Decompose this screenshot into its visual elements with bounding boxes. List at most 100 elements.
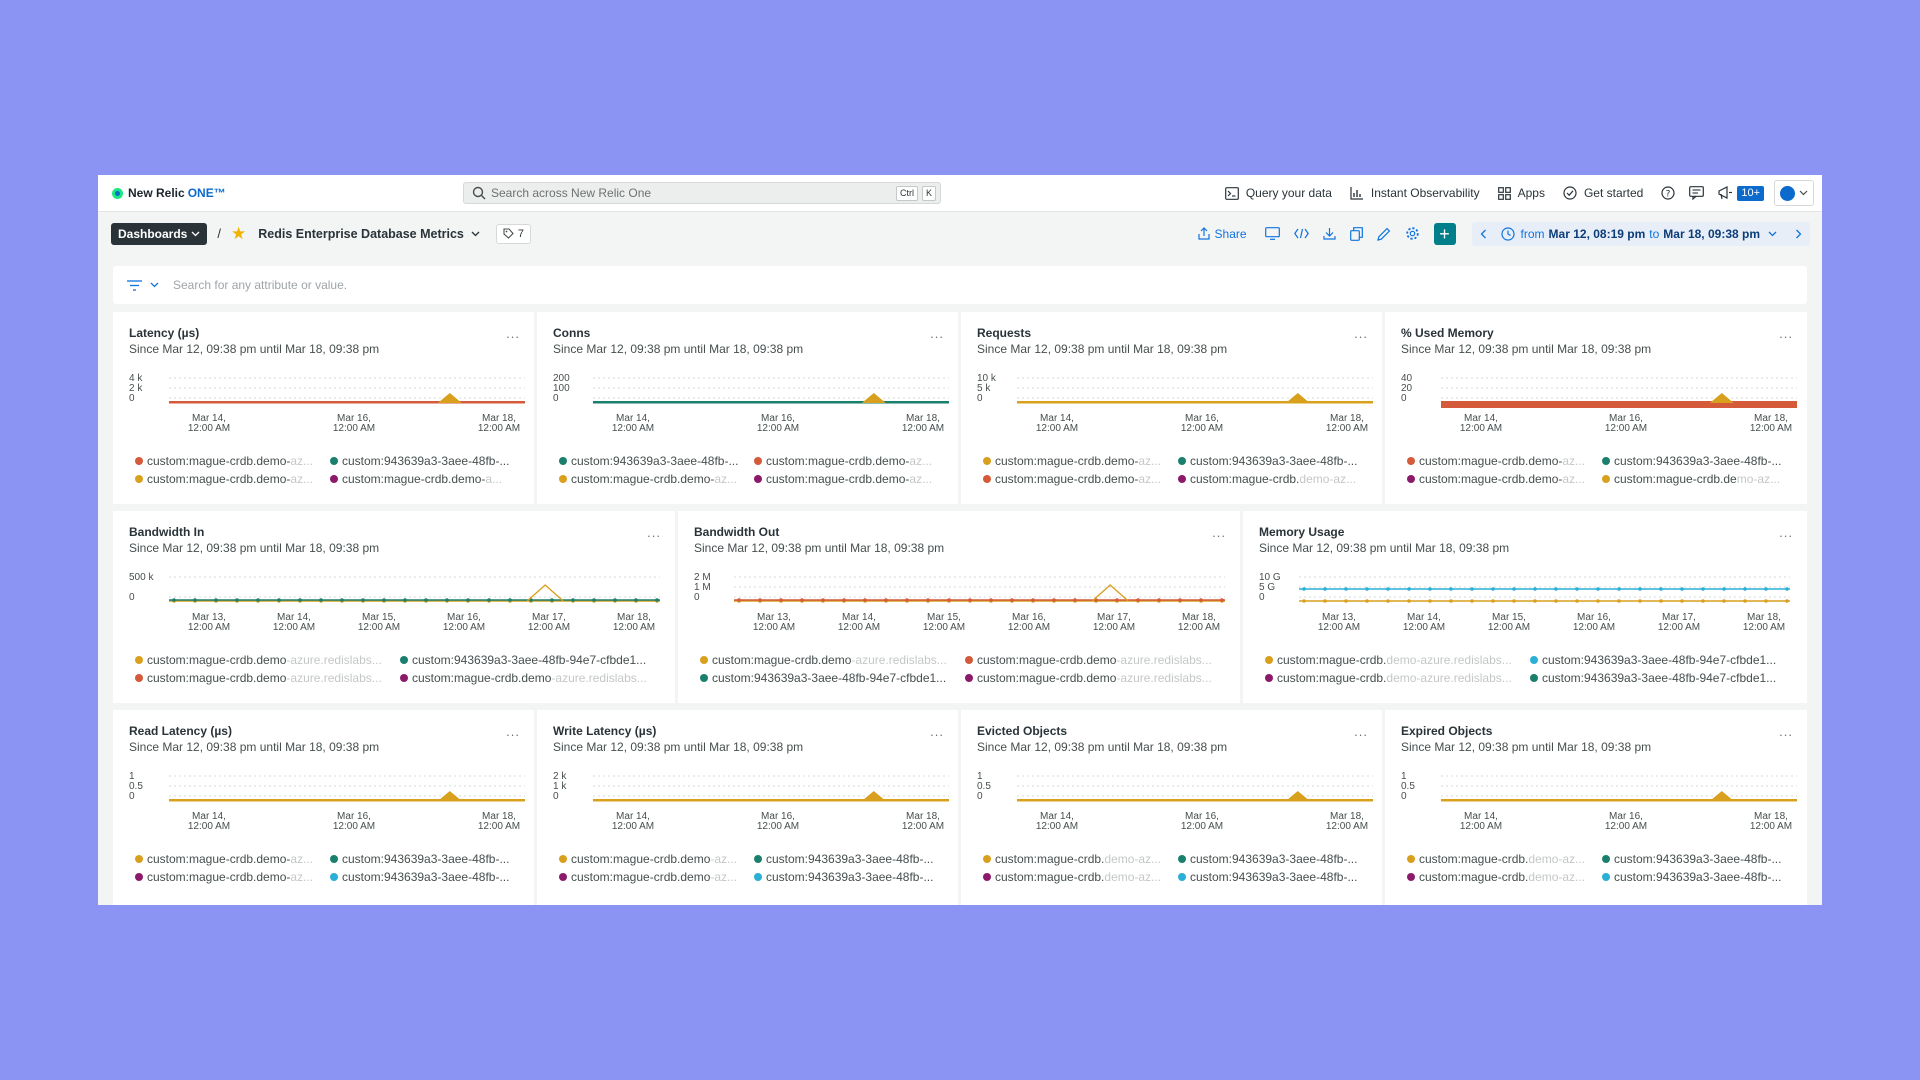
widget-menu-button[interactable]: ... — [506, 724, 520, 739]
filter-bar[interactable]: Search for any attribute or value. — [113, 266, 1807, 304]
legend-item[interactable]: custom:943639a3-3aee-48fb-... — [330, 870, 509, 884]
get-started-label: Get started — [1583, 186, 1644, 200]
time-picker[interactable]: from Mar 12, 08:19 pm to Mar 18, 09:38 p… — [1471, 221, 1810, 246]
legend-item[interactable]: custom:943639a3-3aee-48fb-94e7-cfbde1... — [1530, 653, 1776, 667]
widget-write-latency[interactable]: Write Latency (µs) Since Mar 12, 09:38 pm… — [537, 710, 958, 905]
legend-item[interactable]: custom:943639a3-3aee-48fb-... — [1602, 454, 1781, 468]
chevron-down-icon[interactable] — [150, 282, 159, 288]
legend-item[interactable]: custom:mague-crdb.demo-az... — [559, 852, 737, 866]
download-button[interactable] — [1322, 227, 1336, 240]
new-relic-logo[interactable]: New Relic ONE™ — [112, 186, 226, 200]
legend-item[interactable]: custom:mague-crdb.demo-az... — [1178, 472, 1356, 486]
feedback-button[interactable] — [1689, 186, 1705, 200]
widget-menu-button[interactable]: ... — [1354, 326, 1368, 341]
widget-menu-button[interactable]: ... — [930, 326, 944, 341]
legend-item[interactable]: custom:mague-crdb.demo-az... — [135, 454, 313, 468]
legend-item[interactable]: custom:mague-crdb.demo-azure.redislabs..… — [965, 671, 1212, 685]
announcements-button[interactable]: 10+ — [1718, 185, 1764, 201]
widget-menu-button[interactable]: ... — [1354, 724, 1368, 739]
legend-item[interactable]: custom:mague-crdb.demo-az... — [559, 870, 737, 884]
legend-item[interactable]: custom:mague-crdb.demo-azure.redislabs..… — [1265, 653, 1512, 667]
edit-button[interactable] — [1376, 227, 1391, 241]
widget-expired-objects[interactable]: Expired Objects Since Mar 12, 09:38 pm un… — [1385, 710, 1807, 905]
legend-item[interactable]: custom:mague-crdb.demo-az... — [1602, 472, 1780, 486]
legend-item[interactable]: custom:943639a3-3aee-48fb-... — [1178, 454, 1357, 468]
legend-item[interactable]: custom:943639a3-3aee-48fb-94e7-cfbde1... — [700, 671, 946, 685]
legend-item[interactable]: custom:943639a3-3aee-48fb-... — [1602, 870, 1781, 884]
legend-item[interactable]: custom:943639a3-3aee-48fb-94e7-cfbde1... — [1530, 671, 1776, 685]
legend-item[interactable]: custom:943639a3-3aee-48fb-... — [754, 870, 933, 884]
x-tick-label: Mar 13, 12:00 AM — [188, 612, 230, 633]
widget-memory-usage[interactable]: Memory Usage Since Mar 12, 09:38 pm until… — [1243, 511, 1807, 703]
legend-item[interactable]: custom:mague-crdb.demo-azure.redislabs..… — [965, 653, 1212, 667]
widget-menu-button[interactable]: ... — [506, 326, 520, 341]
legend-item[interactable]: custom:943639a3-3aee-48fb-... — [559, 454, 738, 468]
legend-item[interactable]: custom:mague-crdb.demo-az... — [1407, 870, 1585, 884]
legend-swatch — [330, 872, 338, 881]
chevron-left-icon[interactable] — [1480, 229, 1487, 239]
legend-item[interactable]: custom:mague-crdb.demo-az... — [1407, 852, 1585, 866]
legend-item[interactable]: custom:943639a3-3aee-48fb-... — [330, 852, 509, 866]
widget-menu-button[interactable]: ... — [1212, 525, 1226, 540]
legend-item[interactable]: custom:943639a3-3aee-48fb-... — [1178, 870, 1357, 884]
series-point — [1785, 587, 1789, 591]
tv-mode-button[interactable] — [1264, 227, 1280, 240]
legend-item[interactable]: custom:943639a3-3aee-48fb-... — [754, 852, 933, 866]
global-search-input[interactable]: Search across New Relic One Ctrl K — [463, 182, 941, 204]
widget-bandwidth-out[interactable]: Bandwidth Out Since Mar 12, 09:38 pm unti… — [678, 511, 1240, 703]
legend-item[interactable]: custom:mague-crdb.demo-az... — [135, 852, 313, 866]
widget-used-memory[interactable]: % Used Memory Since Mar 12, 09:38 pm unti… — [1385, 312, 1807, 504]
legend-item[interactable]: custom:mague-crdb.demo-azure.redislabs..… — [135, 671, 382, 685]
add-widget-button[interactable]: + — [1433, 222, 1456, 245]
query-your-data-button[interactable]: Query your data — [1224, 186, 1332, 200]
dashboard-title-dropdown[interactable]: Redis Enterprise Database Metrics — [258, 227, 480, 241]
legend-item[interactable]: custom:mague-crdb.demo-azure.redislabs..… — [135, 653, 382, 667]
widget-read-latency[interactable]: Read Latency (µs) Since Mar 12, 09:38 pm … — [113, 710, 534, 905]
legend-item[interactable]: custom:mague-crdb.demo-az... — [1407, 454, 1585, 468]
legend-item[interactable]: custom:943639a3-3aee-48fb-94e7-cfbde1... — [400, 653, 646, 667]
embed-code-button[interactable] — [1293, 228, 1309, 239]
filter-icon[interactable] — [127, 279, 142, 291]
legend-item[interactable]: custom:mague-crdb.demo-azure.redislabs..… — [700, 653, 947, 667]
legend-item[interactable]: custom:mague-crdb.demo-az... — [983, 852, 1161, 866]
widget-menu-button[interactable]: ... — [647, 525, 661, 540]
widget-menu-button[interactable]: ... — [1779, 724, 1793, 739]
widget-requests[interactable]: Requests Since Mar 12, 09:38 pm until Mar… — [961, 312, 1382, 504]
share-label: Share — [1214, 226, 1247, 241]
dashboards-dropdown[interactable]: Dashboards — [111, 222, 208, 245]
widget-menu-button[interactable]: ... — [930, 724, 944, 739]
legend-item[interactable]: custom:943639a3-3aee-48fb-... — [1178, 852, 1357, 866]
legend-item[interactable]: custom:mague-crdb.demo-az... — [754, 472, 932, 486]
widget-bandwidth-in[interactable]: Bandwidth In Since Mar 12, 09:38 pm until… — [113, 511, 675, 703]
widget-menu-button[interactable]: ... — [1779, 326, 1793, 341]
instant-observability-button[interactable]: Instant Observability — [1350, 186, 1480, 200]
account-menu-button[interactable] — [1774, 180, 1814, 206]
widget-conns[interactable]: Conns Since Mar 12, 09:38 pm until Mar 18… — [537, 312, 958, 504]
legend-item[interactable]: custom:mague-crdb.demo-azure.redislabs..… — [400, 671, 647, 685]
legend-swatch — [1178, 854, 1186, 863]
settings-button[interactable] — [1405, 226, 1420, 241]
legend-item[interactable]: custom:943639a3-3aee-48fb-... — [1602, 852, 1781, 866]
legend-item[interactable]: custom:mague-crdb.demo-az... — [559, 472, 737, 486]
widget-evicted-objects[interactable]: Evicted Objects Since Mar 12, 09:38 pm un… — [961, 710, 1382, 905]
legend-item[interactable]: custom:mague-crdb.demo-az... — [983, 870, 1161, 884]
favorite-star-icon[interactable]: ★ — [230, 223, 247, 243]
widget-latency[interactable]: Latency (µs) Since Mar 12, 09:38 pm until… — [113, 312, 534, 504]
tags-button[interactable]: 7 — [495, 223, 531, 244]
get-started-button[interactable]: Get started — [1563, 186, 1643, 200]
share-button[interactable]: Share — [1197, 226, 1247, 241]
legend-item[interactable]: custom:mague-crdb.demo-azure.redislabs..… — [1265, 671, 1512, 685]
legend-item[interactable]: custom:mague-crdb.demo-a... — [330, 472, 502, 486]
legend-item[interactable]: custom:mague-crdb.demo-az... — [135, 472, 313, 486]
legend-item[interactable]: custom:mague-crdb.demo-az... — [983, 472, 1161, 486]
legend-item[interactable]: custom:mague-crdb.demo-az... — [754, 454, 932, 468]
widget-menu-button[interactable]: ... — [1779, 525, 1793, 540]
legend-item[interactable]: custom:mague-crdb.demo-az... — [135, 870, 313, 884]
apps-button[interactable]: Apps — [1497, 186, 1545, 200]
duplicate-button[interactable] — [1349, 226, 1363, 241]
help-button[interactable]: ? — [1661, 186, 1675, 200]
chevron-right-icon[interactable] — [1795, 229, 1802, 239]
legend-item[interactable]: custom:mague-crdb.demo-az... — [1407, 472, 1585, 486]
legend-item[interactable]: custom:mague-crdb.demo-az... — [983, 454, 1161, 468]
legend-item[interactable]: custom:943639a3-3aee-48fb-... — [330, 454, 509, 468]
